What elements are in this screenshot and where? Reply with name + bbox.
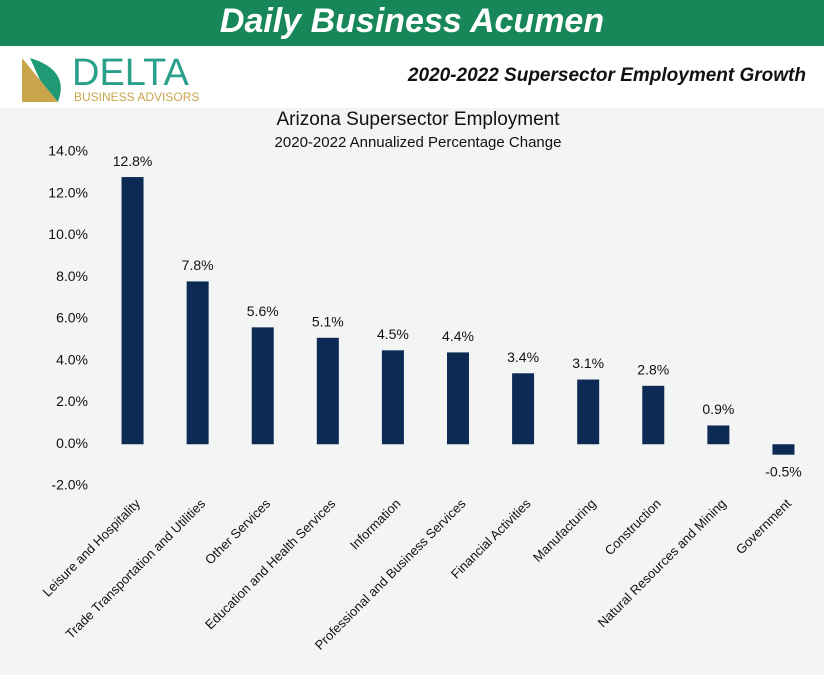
value-label: 3.4% [507,349,539,365]
chart-title: Arizona Supersector Employment [276,109,560,130]
y-tick-label: 12.0% [48,184,88,200]
y-tick-label: 0.0% [56,435,88,451]
logo-mark [30,58,61,102]
bar [447,352,469,445]
value-label: 4.5% [377,326,409,342]
value-label: 5.6% [247,303,279,319]
header-subtitle: 2020-2022 Supersector Employment Growth [407,65,806,86]
bar [577,379,600,445]
chart-subtitle: 2020-2022 Annualized Percentage Change [275,134,562,151]
logo-tagline: BUSINESS ADVISORS [74,90,199,104]
value-label: 3.1% [572,355,604,371]
header-bar [0,0,824,46]
bar [251,327,274,445]
bar [772,444,795,455]
value-label: 0.9% [702,401,734,417]
bar [121,177,144,445]
value-label: 4.4% [442,328,474,344]
y-tick-label: 10.0% [48,226,88,242]
header-title: Daily Business Acumen [220,2,604,40]
y-tick-label: -2.0% [51,477,88,493]
bar [316,337,339,445]
value-label: 7.8% [182,257,214,273]
bar [707,425,730,445]
bar [186,281,209,445]
bar [512,373,535,445]
value-label: 5.1% [312,313,344,329]
value-label: -0.5% [765,463,802,479]
brand-band [0,46,824,108]
value-label: 2.8% [637,362,669,378]
y-tick-label: 6.0% [56,310,88,326]
logo-name: DELTA [72,52,189,94]
bar [381,350,404,445]
y-tick-label: 8.0% [56,268,88,284]
y-tick-label: 14.0% [48,143,88,159]
y-tick-label: 2.0% [56,393,88,409]
bar [642,385,665,445]
value-label: 12.8% [113,153,153,169]
y-tick-label: 4.0% [56,351,88,367]
